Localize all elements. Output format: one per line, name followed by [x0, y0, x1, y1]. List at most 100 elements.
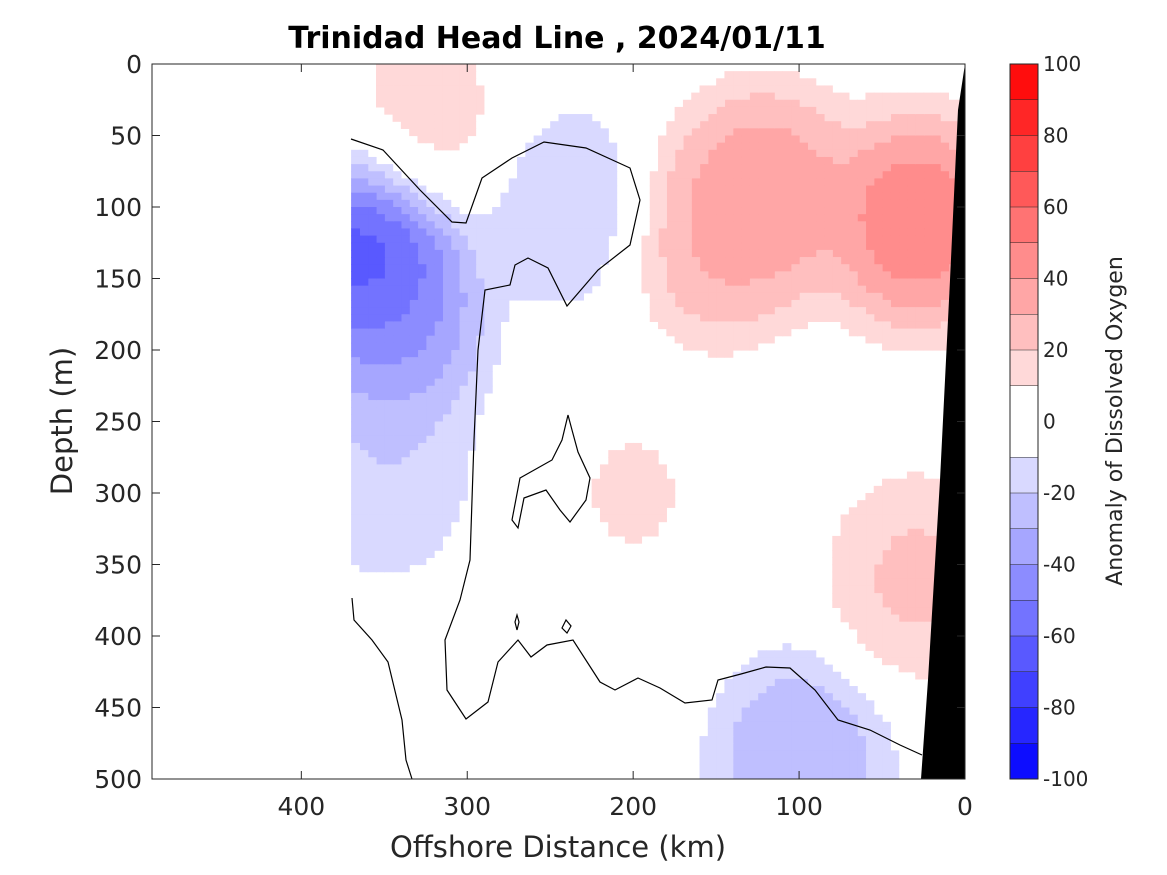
contour-cell — [898, 664, 908, 673]
contour-cell — [823, 750, 833, 759]
contour-cell — [492, 242, 502, 251]
contour-cell — [757, 321, 767, 330]
contour-cell — [409, 535, 419, 544]
contour-cell — [832, 128, 842, 137]
contour-cell — [384, 471, 394, 480]
contour-cell — [724, 135, 734, 144]
contour-cell — [691, 92, 701, 101]
contour-cell — [517, 164, 526, 172]
contour-cell — [417, 457, 427, 465]
contour-cell — [882, 621, 891, 630]
contour-cell — [716, 264, 726, 272]
contour-cell — [525, 164, 535, 172]
contour-cell — [417, 442, 427, 451]
contour-cell — [931, 249, 941, 258]
contour-cell — [649, 292, 659, 301]
contour-cell — [351, 342, 360, 351]
contour-cell — [707, 242, 717, 251]
contour-cell — [757, 728, 767, 737]
contour-cell — [931, 121, 941, 129]
contour-cell — [815, 686, 825, 694]
contour-cell — [749, 128, 759, 137]
contour-cell — [434, 485, 443, 494]
contour-cell — [915, 485, 925, 494]
contour-cell — [658, 299, 667, 308]
contour-cell — [691, 249, 701, 258]
contour-cell — [882, 650, 891, 659]
contour-cell — [699, 228, 709, 237]
contour-cell — [865, 92, 875, 101]
contour-cell — [458, 378, 468, 387]
contour-cell — [707, 278, 717, 287]
contour-cell — [375, 92, 385, 101]
contour-cell — [558, 121, 568, 129]
contour-cell — [599, 135, 609, 144]
contour-cell — [425, 328, 435, 337]
contour-cell — [724, 121, 734, 129]
contour-cell — [774, 85, 784, 94]
contour-cell — [575, 264, 584, 272]
contour-cell — [757, 743, 767, 751]
contour-cell — [666, 164, 676, 172]
contour-cell — [799, 92, 808, 101]
contour-cell — [940, 92, 950, 101]
contour-cell — [749, 693, 759, 701]
contour-cell — [732, 221, 742, 230]
contour-cell — [848, 593, 858, 601]
contour-cell — [400, 435, 410, 444]
contour-cell — [857, 99, 867, 108]
contour-cell — [450, 328, 460, 337]
contour-cell — [434, 192, 443, 201]
contour-cell — [392, 550, 402, 558]
contour-cell — [375, 500, 385, 508]
contour-cell — [475, 235, 485, 244]
contour-cell — [375, 378, 385, 387]
contour-cell — [873, 156, 883, 165]
contour-cell — [915, 178, 925, 187]
contour-cell — [575, 185, 584, 194]
contour-cell — [434, 493, 443, 501]
contour-cell — [732, 192, 742, 201]
contour-cell — [707, 299, 717, 308]
contour-cell — [575, 214, 584, 222]
contour-cell — [724, 221, 734, 230]
contour-cell — [575, 192, 584, 201]
contour-cell — [823, 242, 833, 251]
contour-cell — [351, 292, 360, 301]
contour-cell — [583, 135, 593, 144]
contour-cell — [906, 135, 916, 144]
contour-cell — [442, 507, 452, 516]
contour-cell — [384, 228, 394, 237]
contour-cell — [732, 271, 742, 280]
contour-cell — [674, 278, 684, 287]
contour-cell — [400, 271, 410, 280]
contour-cell — [707, 257, 717, 265]
contour-cell — [948, 185, 958, 194]
contour-cell — [823, 214, 833, 222]
contour-cell — [558, 192, 568, 201]
contour-cell — [434, 85, 443, 94]
contour-cell — [392, 500, 402, 508]
x-axis-label: Offshore Distance (km) — [390, 830, 726, 864]
contour-cell — [765, 757, 775, 766]
contour-cell — [823, 207, 833, 215]
contour-cell — [351, 428, 360, 437]
contour-cell — [666, 500, 676, 508]
contour-cell — [832, 299, 842, 308]
contour-cell — [691, 257, 701, 265]
contour-cell — [848, 278, 858, 287]
contour-cell — [765, 707, 775, 716]
contour-cell — [807, 156, 817, 165]
contour-cell — [749, 185, 759, 194]
contour-cell — [716, 750, 726, 759]
contour-cell — [541, 207, 551, 215]
contour-cell — [658, 507, 667, 516]
contour-cell — [525, 171, 535, 179]
contour-cell — [732, 228, 742, 237]
contour-cell — [906, 557, 916, 566]
contour-cell — [467, 428, 477, 437]
contour-cell — [699, 99, 709, 108]
contour-cell — [948, 192, 958, 201]
contour-cell — [923, 228, 933, 237]
contour-cell — [915, 593, 925, 601]
